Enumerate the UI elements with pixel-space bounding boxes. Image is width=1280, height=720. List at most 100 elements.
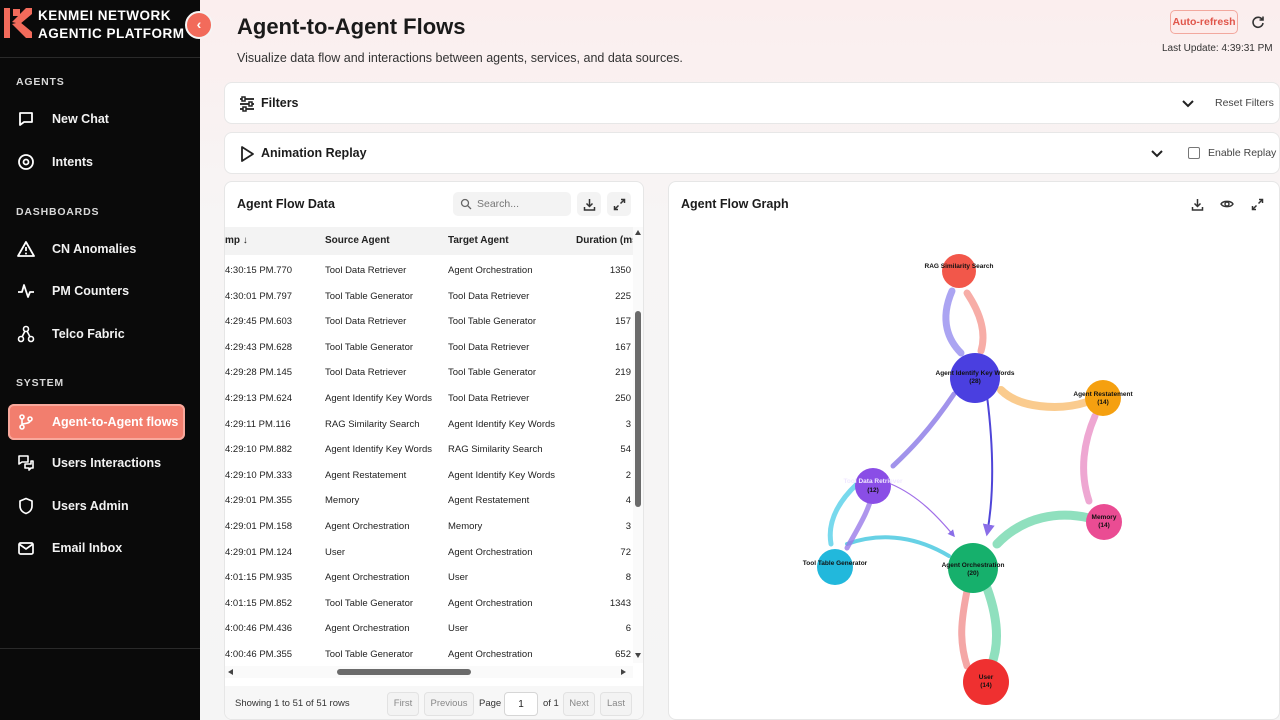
download-icon	[1191, 198, 1203, 211]
previous-page-button[interactable]: Previous	[424, 692, 474, 716]
cell-source-agent: Tool Table Generator	[325, 649, 414, 660]
auto-refresh-button[interactable]: Auto-refresh	[1170, 10, 1238, 34]
search-box[interactable]	[453, 192, 571, 216]
cell-target-agent: Agent Identify Key Words	[448, 469, 556, 481]
node-label: RAG Similarity Search	[925, 263, 994, 270]
scroll-right-icon[interactable]	[619, 668, 627, 676]
shield-icon	[16, 496, 36, 516]
scroll-left-icon[interactable]	[227, 668, 235, 676]
node-count: (14)	[1097, 399, 1109, 406]
page-subtitle: Visualize data flow and interactions bet…	[237, 51, 683, 65]
column-header-source-agent[interactable]: Source Agent	[325, 235, 390, 246]
table-row[interactable]: 4:29:43 PM.628 Tool Table Generator Tool D…	[225, 334, 633, 360]
cell-timestamp: 4:29:43 PM.628	[225, 341, 293, 353]
sidebar-divider	[0, 648, 200, 649]
view-toggle-button[interactable]	[1215, 192, 1239, 216]
sidebar: KENMEI NETWORK AGENTIC PLATFORM AGENTS N…	[0, 0, 200, 720]
table-row[interactable]: 4:29:01 PM.158 Agent Orchestration Memory 3	[225, 513, 633, 539]
sidebar-item-pm-counters[interactable]: PM Counters	[8, 273, 185, 309]
horizontal-scroll-thumb[interactable]	[337, 669, 471, 675]
refresh-button[interactable]	[1246, 10, 1270, 34]
collapse-sidebar-button[interactable]: ‹	[185, 11, 213, 39]
graph-node-agent-identify-key-words[interactable]: Agent Identify Key Words (28)	[936, 353, 1015, 403]
table-row[interactable]: 4:30:15 PM.770 Tool Data Retriever Agent O…	[225, 257, 633, 283]
section-label-dashboards: DASHBOARDS	[16, 206, 100, 218]
graph-node-agent-orchestration[interactable]: Agent Orchestration (20)	[942, 543, 1005, 593]
first-page-button[interactable]: First	[387, 692, 419, 716]
enable-replay-checkbox[interactable]	[1188, 147, 1200, 159]
chevron-down-icon[interactable]	[1149, 145, 1165, 161]
chevron-down-icon[interactable]	[1180, 95, 1196, 111]
edge-keywords-to-orchestration	[982, 395, 995, 537]
horizontal-scrollbar[interactable]	[225, 666, 633, 678]
graph-node-tool-data-retriever[interactable]: Tool Data Retriever (12)	[843, 468, 903, 504]
edge-orchestration-to-memory	[992, 510, 1094, 549]
next-page-button[interactable]: Next	[563, 692, 595, 716]
table-row[interactable]: 4:29:13 PM.624 Agent Identify Key Words To…	[225, 385, 633, 411]
graph-node-memory[interactable]: Memory (14)	[1086, 504, 1122, 540]
cell-timestamp: 4:01:15 PM.852	[225, 597, 293, 609]
cell-target-agent: Tool Table Generator	[448, 316, 537, 328]
flow-graph-canvas[interactable]: RAG Similarity Search Agent Identify Key…	[669, 226, 1280, 720]
table-row[interactable]: 4:29:10 PM.333 Agent Restatement Agent Ide…	[225, 462, 633, 488]
cell-duration: 219	[615, 367, 631, 379]
table-row[interactable]: 4:29:10 PM.882 Agent Identify Key Words RA…	[225, 436, 633, 462]
sidebar-item-label: CN Anomalies	[52, 242, 137, 256]
brand-name-line2: AGENTIC PLATFORM	[38, 26, 185, 41]
table-row[interactable]: 4:29:45 PM.603 Tool Data Retriever Tool Ta…	[225, 308, 633, 334]
reset-filters-button[interactable]: Reset Filters	[1215, 97, 1274, 109]
sidebar-item-intents[interactable]: Intents	[8, 144, 185, 180]
cell-duration: 4	[625, 495, 631, 507]
scroll-up-icon[interactable]	[634, 229, 642, 237]
vertical-scroll-thumb[interactable]	[635, 311, 641, 507]
table-row[interactable]: 4:00:46 PM.355 Tool Table Generator Agent …	[225, 641, 633, 665]
animation-replay-bar[interactable]: Animation Replay Enable Replay	[224, 132, 1280, 174]
sidebar-item-users-interactions[interactable]: Users Interactions	[8, 445, 185, 481]
page-number-input[interactable]	[504, 692, 538, 716]
table-row[interactable]: 4:29:11 PM.116 RAG Similarity Search Agent…	[225, 411, 633, 437]
sidebar-item-new-chat[interactable]: New Chat	[8, 101, 185, 137]
cell-timestamp: 4:29:10 PM.882	[225, 444, 293, 456]
panel-title: Agent Flow Graph	[681, 197, 789, 211]
cell-source-agent: Agent Identify Key Words	[325, 393, 433, 404]
sidebar-item-telco-fabric[interactable]: Telco Fabric	[8, 316, 185, 352]
table-row[interactable]: 4:29:01 PM.124 User Agent Orchestration 72	[225, 539, 633, 565]
sidebar-item-cn-anomalies[interactable]: CN Anomalies	[8, 231, 185, 267]
vertical-scrollbar[interactable]	[633, 227, 643, 663]
graph-node-agent-restatement[interactable]: Agent Restatement (14)	[1073, 380, 1133, 416]
table-row[interactable]: 4:01:15 PM.935 Agent Orchestration User 8	[225, 564, 633, 590]
column-header-duration[interactable]: Duration (ms	[576, 235, 638, 246]
download-button[interactable]	[577, 192, 601, 216]
table-row[interactable]: 4:29:01 PM.355 Memory Agent Restatement 4	[225, 487, 633, 513]
sidebar-item-agent-flows[interactable]: Agent-to-Agent flows	[8, 404, 185, 440]
cell-timestamp: 4:29:01 PM.158	[225, 521, 293, 532]
cell-timestamp: 4:00:46 PM.355	[225, 649, 293, 660]
cell-timestamp: 4:00:46 PM.436	[225, 623, 293, 635]
cell-source-agent: User	[325, 546, 346, 558]
sidebar-item-users-admin[interactable]: Users Admin	[8, 488, 185, 524]
cell-source-agent: Tool Table Generator	[325, 597, 414, 609]
scroll-down-icon[interactable]	[634, 651, 642, 659]
table-row[interactable]: 4:29:28 PM.145 Tool Data Retriever Tool Ta…	[225, 359, 633, 385]
graph-node-rag-similarity-search[interactable]: RAG Similarity Search	[925, 254, 994, 288]
edge-data-retriever-to-orchestration	[890, 483, 955, 538]
download-graph-button[interactable]	[1185, 192, 1209, 216]
search-input[interactable]	[477, 195, 567, 213]
filters-bar[interactable]: Filters Reset Filters	[224, 82, 1280, 124]
sidebar-item-email-inbox[interactable]: Email Inbox	[8, 530, 185, 566]
cell-timestamp: 4:29:28 PM.145	[225, 367, 293, 379]
column-header-target-agent[interactable]: Target Agent	[448, 235, 509, 246]
expand-graph-button[interactable]	[1245, 192, 1269, 216]
expand-button[interactable]	[607, 192, 631, 216]
table-row[interactable]: 4:30:01 PM.797 Tool Table Generator Tool D…	[225, 283, 633, 309]
column-header-timestamp[interactable]: mp ↓	[225, 235, 248, 246]
table-row[interactable]: 4:01:15 PM.852 Tool Table Generator Agent …	[225, 590, 633, 616]
agent-flow-graph-panel: Agent Flow Graph RAG Similarity Search	[668, 181, 1280, 720]
table-row[interactable]: 4:00:46 PM.436 Agent Orchestration User 6	[225, 615, 633, 641]
last-page-button[interactable]: Last	[600, 692, 632, 716]
table-body: 4:30:15 PM.770 Tool Data Retriever Agent O…	[225, 257, 633, 665]
graph-node-user[interactable]: User (14)	[963, 659, 1009, 705]
graph-node-tool-table-generator[interactable]: Tool Table Generator	[803, 549, 868, 585]
eye-icon	[1220, 200, 1234, 208]
target-icon	[16, 152, 36, 172]
